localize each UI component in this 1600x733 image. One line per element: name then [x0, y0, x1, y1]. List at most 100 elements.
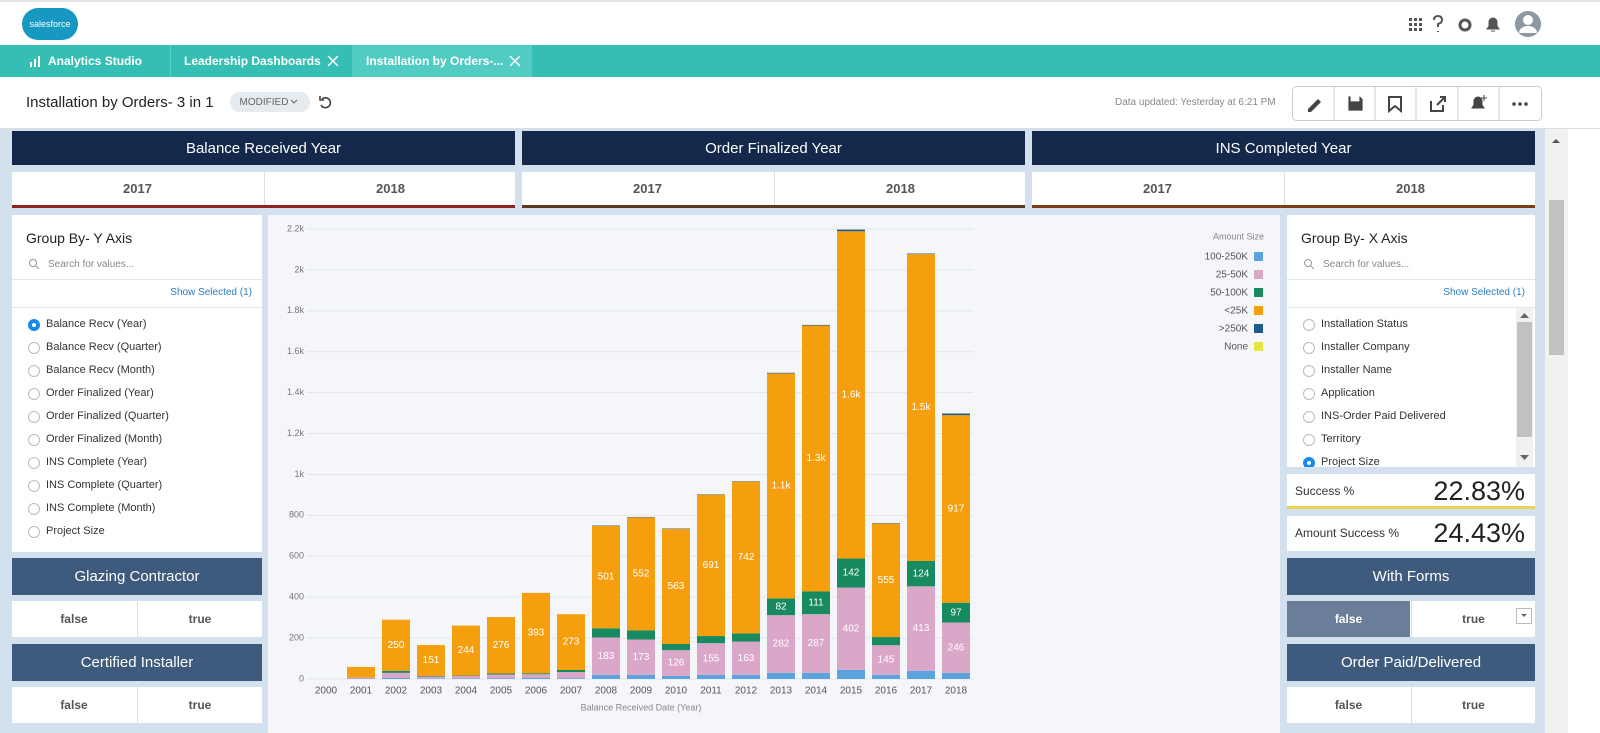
- show-selected[interactable]: Show Selected (1): [170, 287, 252, 298]
- scroll-up[interactable]: [1551, 137, 1561, 145]
- scroll-up[interactable]: [1520, 312, 1529, 318]
- radio-label[interactable]: INS-Order Paid Delivered: [1321, 410, 1446, 422]
- toggle-option[interactable]: true: [1411, 687, 1535, 723]
- logo[interactable]: salesforce: [22, 8, 78, 40]
- radio-label[interactable]: Territory: [1321, 433, 1361, 445]
- edit-icon[interactable]: [1308, 99, 1321, 112]
- radio-label[interactable]: Order Finalized (Quarter): [46, 410, 169, 422]
- save-icon[interactable]: [1347, 95, 1364, 112]
- toggle-option[interactable]: false: [60, 698, 88, 712]
- scroll-down[interactable]: [1520, 455, 1529, 461]
- data-label: 244: [458, 645, 475, 656]
- radio[interactable]: [1303, 388, 1315, 400]
- undo-icon[interactable]: [318, 94, 334, 110]
- radio[interactable]: [1303, 434, 1315, 446]
- bar-segment: [907, 254, 935, 561]
- toggle-option[interactable]: false: [60, 612, 88, 626]
- toggle-option[interactable]: 2017: [123, 181, 152, 196]
- radio-label[interactable]: Installer Name: [1321, 364, 1392, 376]
- radio[interactable]: [28, 480, 40, 492]
- radio-label[interactable]: Balance Recv (Year): [46, 318, 147, 330]
- toggle-option[interactable]: 2017: [1143, 181, 1172, 196]
- toggle-option[interactable]: 2017: [633, 181, 662, 196]
- toggle-option[interactable]: 2018: [264, 172, 516, 205]
- data-label: 151: [423, 655, 440, 666]
- scroll-thumb[interactable]: [1549, 200, 1564, 355]
- data-label: 124: [913, 568, 930, 579]
- more-icon[interactable]: [1512, 102, 1528, 106]
- radio[interactable]: [1303, 457, 1315, 467]
- bar-segment: [557, 672, 585, 679]
- radio-label[interactable]: INS Complete (Month): [46, 502, 156, 514]
- legend-swatch: [1254, 324, 1263, 333]
- tab-close[interactable]: [327, 55, 339, 67]
- status-pill[interactable]: MODIFIED: [230, 92, 310, 112]
- bar-segment: [697, 494, 725, 637]
- radio[interactable]: [28, 388, 40, 400]
- data-label: 97: [950, 607, 962, 618]
- radio-label[interactable]: Installer Company: [1321, 341, 1410, 353]
- bell-icon[interactable]: [1486, 17, 1500, 32]
- radio[interactable]: [28, 434, 40, 446]
- y-tick-label: 2k: [294, 264, 304, 274]
- tab[interactable]: Leadership Dashboards: [184, 54, 321, 68]
- bar-segment: [907, 670, 935, 679]
- radio[interactable]: [1303, 342, 1315, 354]
- radio-label[interactable]: Application: [1321, 387, 1375, 399]
- tab[interactable]: Analytics Studio: [48, 54, 143, 68]
- radio[interactable]: [28, 526, 40, 538]
- bar-segment: [837, 669, 865, 679]
- search-box[interactable]: Search for values...: [1287, 253, 1535, 280]
- scroll-thumb[interactable]: [1517, 322, 1532, 437]
- dropdown[interactable]: [1516, 608, 1532, 624]
- radio-label[interactable]: Balance Recv (Quarter): [46, 341, 162, 353]
- y-tick-label: 1k: [294, 469, 304, 479]
- notify-icon[interactable]: [1471, 95, 1487, 109]
- list-scrollbar[interactable]: [1516, 308, 1533, 467]
- settings-icon[interactable]: [1458, 18, 1472, 32]
- radio-label[interactable]: Project Size: [46, 525, 105, 537]
- radio[interactable]: [1303, 319, 1315, 331]
- bar-segment: [382, 677, 410, 679]
- active-tab[interactable]: Installation by Orders-...: [352, 45, 532, 77]
- search-box[interactable]: Search for values...: [12, 253, 262, 280]
- toggle-option[interactable]: true: [137, 687, 262, 723]
- radio[interactable]: [28, 457, 40, 469]
- bookmark-icon[interactable]: [1388, 96, 1402, 114]
- radio-label[interactable]: Balance Recv (Month): [46, 364, 155, 376]
- radio-label[interactable]: Order Finalized (Year): [46, 387, 154, 399]
- bar-segment: [347, 677, 375, 679]
- radio-label[interactable]: Installation Status: [1321, 318, 1408, 330]
- bar-segment: [767, 372, 795, 374]
- tab[interactable]: Installation by Orders-...: [366, 54, 504, 68]
- share-icon[interactable]: [1430, 96, 1446, 112]
- toggle-option[interactable]: false: [1334, 698, 1363, 712]
- toggle-option[interactable]: true: [1411, 601, 1535, 637]
- avatar[interactable]: [1515, 11, 1541, 37]
- toggle-option[interactable]: 2018: [774, 172, 1026, 205]
- tab-close[interactable]: [509, 55, 521, 67]
- radio-label[interactable]: Order Finalized (Month): [46, 433, 163, 445]
- toggle-option[interactable]: false: [1287, 601, 1410, 637]
- page-scrollbar[interactable]: [1545, 129, 1568, 733]
- radio[interactable]: [1303, 365, 1315, 377]
- app-launcher[interactable]: [1409, 18, 1422, 31]
- radio-label[interactable]: INS Complete (Quarter): [46, 479, 163, 491]
- option-list: Installation Status Installer Company Inst…: [1287, 307, 1535, 467]
- radio[interactable]: [1303, 411, 1315, 423]
- radio[interactable]: [28, 411, 40, 423]
- radio[interactable]: [28, 503, 40, 515]
- radio[interactable]: [28, 342, 40, 354]
- radio[interactable]: [28, 365, 40, 377]
- show-selected[interactable]: Show Selected (1): [1443, 287, 1525, 298]
- data-label: 413: [913, 623, 930, 634]
- radio-label[interactable]: Project Size: [1321, 456, 1380, 467]
- toggle-option[interactable]: true: [137, 601, 262, 637]
- bar-segment: [802, 672, 830, 679]
- legend-label: <25K: [1224, 306, 1248, 317]
- help-icon[interactable]: [1433, 14, 1444, 32]
- radio-label[interactable]: INS Complete (Year): [46, 456, 148, 468]
- toggle-option[interactable]: 2018: [1284, 172, 1536, 205]
- data-label: 276: [493, 640, 510, 651]
- radio[interactable]: [28, 319, 40, 331]
